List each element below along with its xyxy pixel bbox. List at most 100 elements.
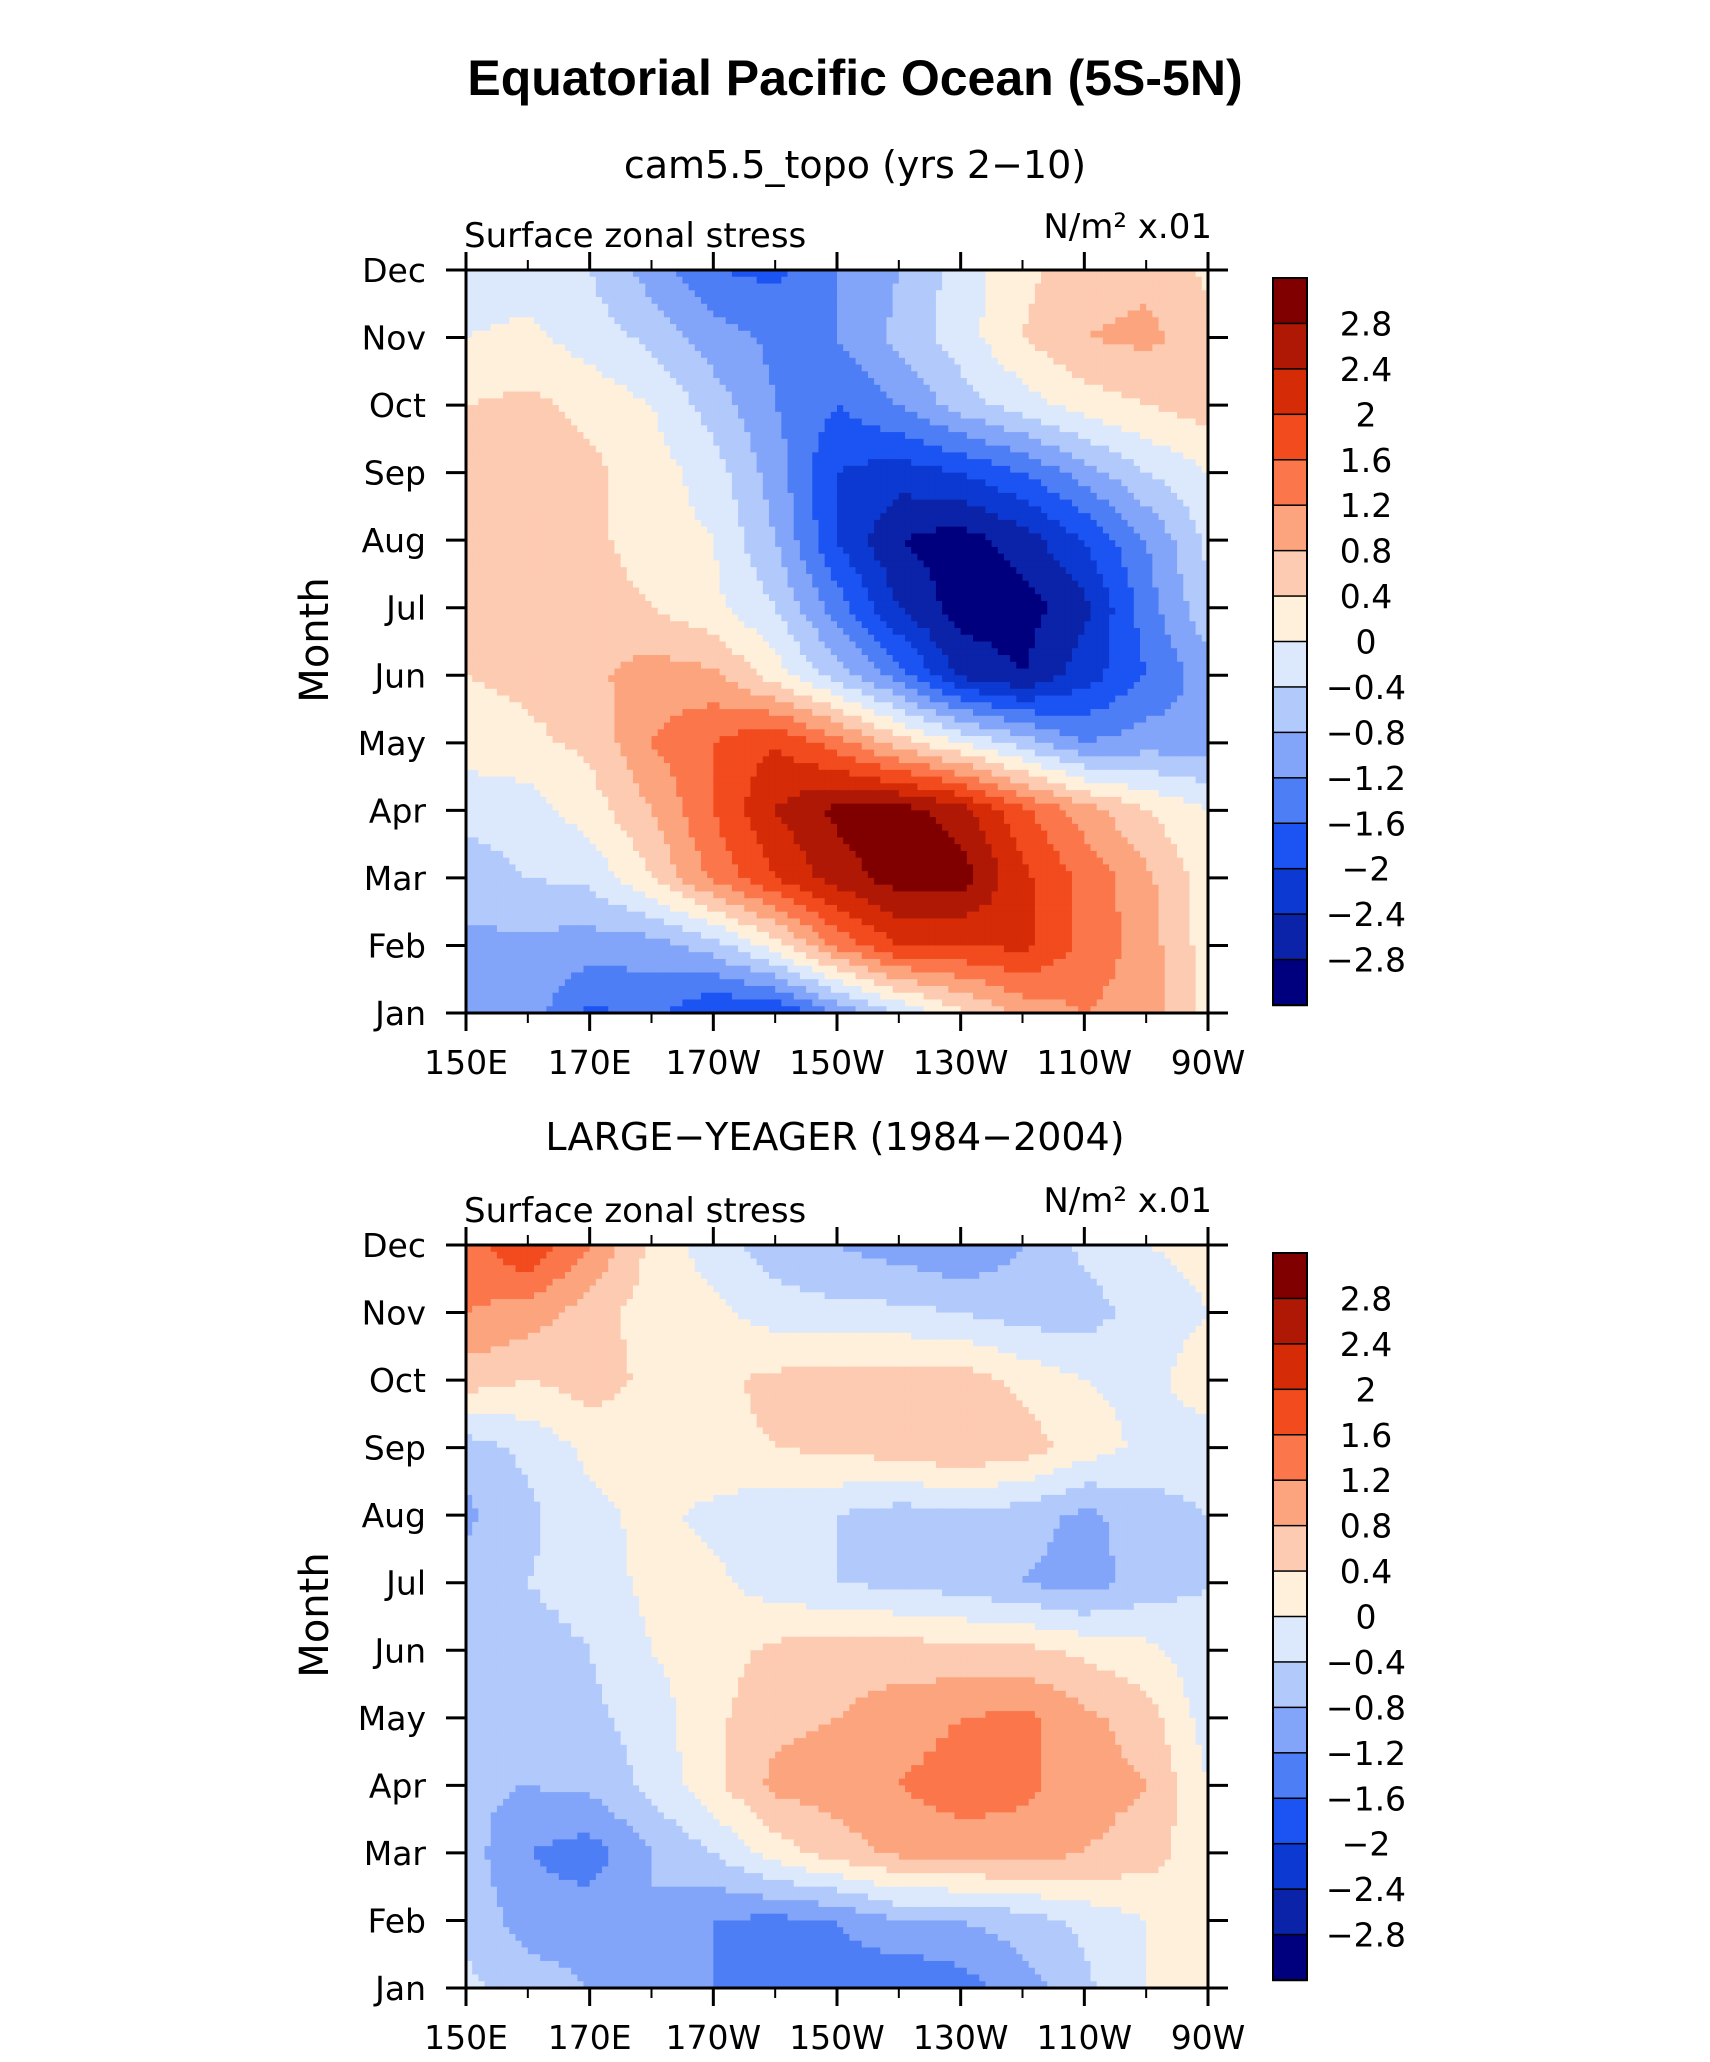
contour-cell: [1097, 324, 1104, 331]
contour-cell: [893, 466, 900, 473]
contour-cell: [670, 304, 677, 311]
contour-cell: [1047, 311, 1054, 318]
contour-cell: [491, 378, 498, 385]
contour-cell: [1097, 527, 1104, 534]
contour-cell: [979, 479, 986, 486]
contour-cell: [1115, 331, 1122, 338]
contour-cell: [658, 533, 665, 540]
contour-cell: [497, 385, 504, 392]
contour-cell: [893, 284, 900, 291]
contour-cell: [1134, 344, 1141, 351]
contour-cell: [1060, 446, 1067, 453]
contour-cell: [886, 466, 893, 473]
contour-cell: [1004, 371, 1011, 378]
contour-cell: [868, 304, 875, 311]
contour-cell: [1121, 425, 1128, 432]
contour-cell: [1189, 371, 1196, 378]
contour-cell: [1140, 297, 1147, 304]
contour-cell: [899, 479, 906, 486]
contour-cell: [1035, 297, 1042, 304]
figure-title: Equatorial Pacific Ocean (5S-5N): [467, 50, 1242, 106]
contour-cell: [992, 419, 999, 426]
contour-cell: [1134, 486, 1141, 493]
contour-cell: [707, 398, 714, 405]
contour-cell: [781, 506, 788, 513]
contour-cell: [806, 520, 813, 527]
contour-cell: [1041, 439, 1048, 446]
contour-cell: [726, 392, 733, 399]
contour-cell: [1121, 527, 1128, 534]
contour-cell: [472, 513, 479, 520]
contour-cell: [862, 324, 869, 331]
contour-cell: [874, 304, 881, 311]
contour-cell: [1072, 527, 1079, 534]
contour-cell: [862, 338, 869, 345]
contour-cell: [614, 452, 621, 459]
contour-cell: [596, 412, 603, 419]
contour-cell: [942, 412, 949, 419]
contour-cell: [862, 486, 869, 493]
contour-cell: [942, 506, 949, 513]
contour-cell: [1091, 432, 1098, 439]
contour-cell: [670, 486, 677, 493]
contour-cell: [608, 466, 615, 473]
contour-cell: [726, 277, 733, 284]
contour-cell: [720, 392, 727, 399]
contour-cell: [899, 412, 906, 419]
contour-cell: [1060, 277, 1067, 284]
contour-cell: [769, 351, 776, 358]
contour-cell: [806, 486, 813, 493]
contour-cell: [546, 547, 553, 554]
contour-cell: [917, 351, 924, 358]
contour-cell: [911, 493, 918, 500]
contour-cell: [849, 446, 856, 453]
contour-cell: [806, 311, 813, 318]
contour-cell: [707, 439, 714, 446]
contour-cell: [998, 392, 1005, 399]
contour-cell: [1078, 540, 1085, 547]
contour-cell: [503, 533, 510, 540]
contour-cell: [911, 506, 918, 513]
contour-cell: [1159, 419, 1166, 426]
contour-cell: [602, 473, 609, 480]
contour-cell: [924, 432, 931, 439]
contour-cell: [917, 297, 924, 304]
contour-cell: [682, 405, 689, 412]
contour-cell: [874, 419, 881, 426]
contour-cell: [880, 358, 887, 365]
contour-cell: [1146, 277, 1153, 284]
contour-cell: [1189, 452, 1196, 459]
contour-cell: [924, 520, 931, 527]
contour-cell: [936, 473, 943, 480]
contour-cell: [917, 513, 924, 520]
contour-cell: [621, 500, 628, 507]
contour-cell: [515, 540, 522, 547]
contour-cell: [812, 439, 819, 446]
contour-cell: [553, 439, 560, 446]
contour-cell: [1183, 459, 1190, 466]
contour-cell: [1004, 520, 1011, 527]
contour-cell: [1159, 466, 1166, 473]
contour-cell: [732, 378, 739, 385]
contour-cell: [627, 405, 634, 412]
contour-cell: [1128, 446, 1135, 453]
contour-cell: [1010, 439, 1017, 446]
contour-cell: [1159, 277, 1166, 284]
contour-cell: [1078, 351, 1085, 358]
contour-cell: [608, 398, 615, 405]
contour-cell: [689, 533, 696, 540]
contour-cell: [565, 338, 572, 345]
contour-cell: [1035, 540, 1042, 547]
contour-cell: [1115, 338, 1122, 345]
contour-cell: [757, 277, 764, 284]
contour-cell: [571, 385, 578, 392]
contour-cell: [627, 425, 634, 432]
contour-cell: [880, 392, 887, 399]
contour-cell: [1109, 500, 1116, 507]
contour-cell: [967, 459, 974, 466]
contour-cell: [534, 527, 541, 534]
contour-cell: [534, 351, 541, 358]
contour-cell: [732, 473, 739, 480]
contour-cell: [1146, 520, 1153, 527]
contour-cell: [924, 527, 931, 534]
